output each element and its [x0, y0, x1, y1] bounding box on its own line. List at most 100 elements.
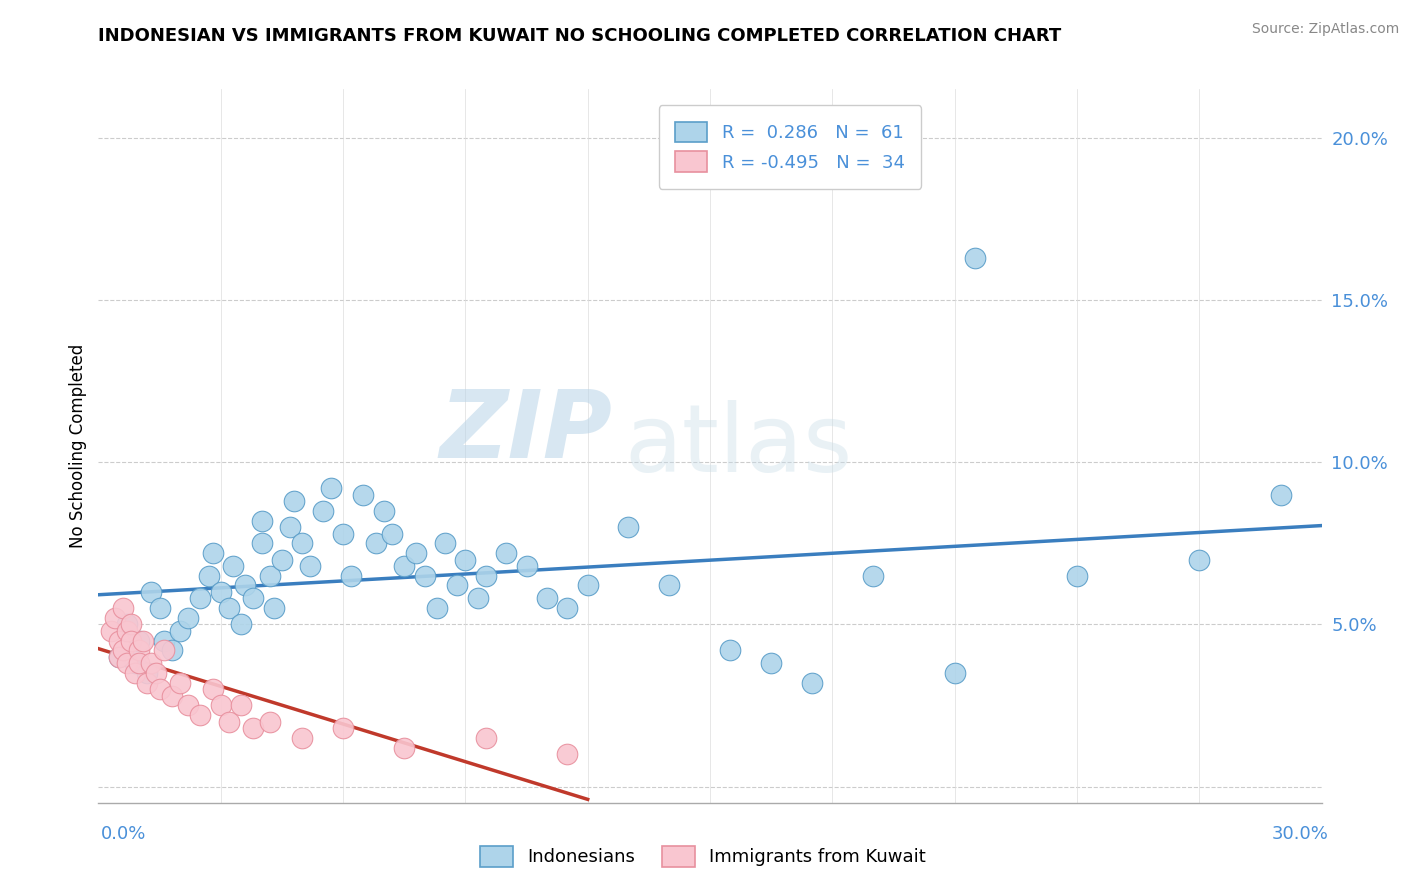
Point: [169, 624, 191, 638]
Point: [299, 559, 322, 574]
Point: [104, 611, 127, 625]
Point: [658, 578, 681, 592]
Point: [1270, 488, 1292, 502]
Point: [467, 591, 489, 606]
Point: [231, 698, 253, 713]
Point: [136, 666, 159, 681]
Text: 30.0%: 30.0%: [1272, 825, 1329, 843]
Point: [392, 559, 416, 574]
Point: [197, 568, 219, 582]
Point: [250, 514, 273, 528]
Point: [474, 731, 498, 745]
Point: [218, 601, 240, 615]
Point: [965, 251, 987, 265]
Point: [115, 624, 138, 638]
Point: [177, 611, 200, 625]
Point: [381, 526, 404, 541]
Point: [536, 591, 558, 606]
Point: [761, 657, 783, 671]
Legend: R =  0.286   N =  61, R = -0.495   N =  34: R = 0.286 N = 61, R = -0.495 N = 34: [659, 105, 921, 188]
Point: [128, 643, 150, 657]
Point: [862, 568, 884, 582]
Legend: Indonesians, Immigrants from Kuwait: Indonesians, Immigrants from Kuwait: [472, 838, 934, 874]
Point: [446, 578, 468, 592]
Point: [177, 698, 200, 713]
Point: [242, 721, 264, 735]
Point: [283, 494, 305, 508]
Point: [111, 601, 134, 615]
Point: [128, 657, 150, 671]
Point: [259, 568, 281, 582]
Point: [149, 682, 172, 697]
Text: Source: ZipAtlas.com: Source: ZipAtlas.com: [1251, 22, 1399, 37]
Point: [943, 666, 966, 681]
Point: [555, 747, 579, 761]
Text: ZIP: ZIP: [439, 385, 612, 478]
Point: [312, 504, 335, 518]
Point: [152, 633, 174, 648]
Text: atlas: atlas: [624, 400, 852, 492]
Point: [120, 633, 142, 648]
Point: [332, 526, 354, 541]
Point: [115, 617, 138, 632]
Point: [145, 666, 167, 681]
Point: [108, 633, 131, 648]
Point: [124, 666, 146, 681]
Point: [474, 568, 498, 582]
Point: [516, 559, 538, 574]
Point: [201, 682, 224, 697]
Text: INDONESIAN VS IMMIGRANTS FROM KUWAIT NO SCHOOLING COMPLETED CORRELATION CHART: INDONESIAN VS IMMIGRANTS FROM KUWAIT NO …: [98, 27, 1062, 45]
Point: [209, 698, 232, 713]
Point: [188, 591, 212, 606]
Point: [495, 546, 517, 560]
Point: [132, 633, 155, 648]
Point: [801, 675, 824, 690]
Point: [454, 552, 477, 566]
Point: [426, 601, 449, 615]
Point: [576, 578, 599, 592]
Point: [352, 488, 374, 502]
Point: [718, 643, 742, 657]
Point: [124, 657, 146, 671]
Point: [233, 578, 256, 592]
Point: [270, 552, 294, 566]
Point: [434, 536, 457, 550]
Point: [169, 675, 191, 690]
Point: [555, 601, 579, 615]
Point: [1188, 552, 1211, 566]
Point: [231, 617, 253, 632]
Point: [160, 689, 183, 703]
Point: [136, 675, 159, 690]
Point: [250, 536, 273, 550]
Point: [100, 624, 122, 638]
Point: [218, 714, 240, 729]
Point: [319, 481, 342, 495]
Point: [188, 708, 212, 723]
Point: [413, 568, 436, 582]
Point: [291, 731, 314, 745]
Point: [111, 643, 134, 657]
Point: [405, 546, 427, 560]
Point: [242, 591, 264, 606]
Point: [222, 559, 245, 574]
Point: [149, 601, 172, 615]
Point: [108, 649, 131, 664]
Y-axis label: No Schooling Completed: No Schooling Completed: [69, 344, 87, 548]
Point: [160, 643, 183, 657]
Point: [201, 546, 224, 560]
Point: [120, 617, 142, 632]
Text: 0.0%: 0.0%: [101, 825, 146, 843]
Point: [617, 520, 640, 534]
Point: [278, 520, 301, 534]
Point: [392, 740, 416, 755]
Point: [263, 601, 285, 615]
Point: [128, 633, 150, 648]
Point: [1066, 568, 1088, 582]
Point: [340, 568, 363, 582]
Point: [108, 649, 131, 664]
Point: [141, 585, 163, 599]
Point: [152, 643, 174, 657]
Point: [259, 714, 281, 729]
Point: [373, 504, 395, 518]
Point: [115, 657, 138, 671]
